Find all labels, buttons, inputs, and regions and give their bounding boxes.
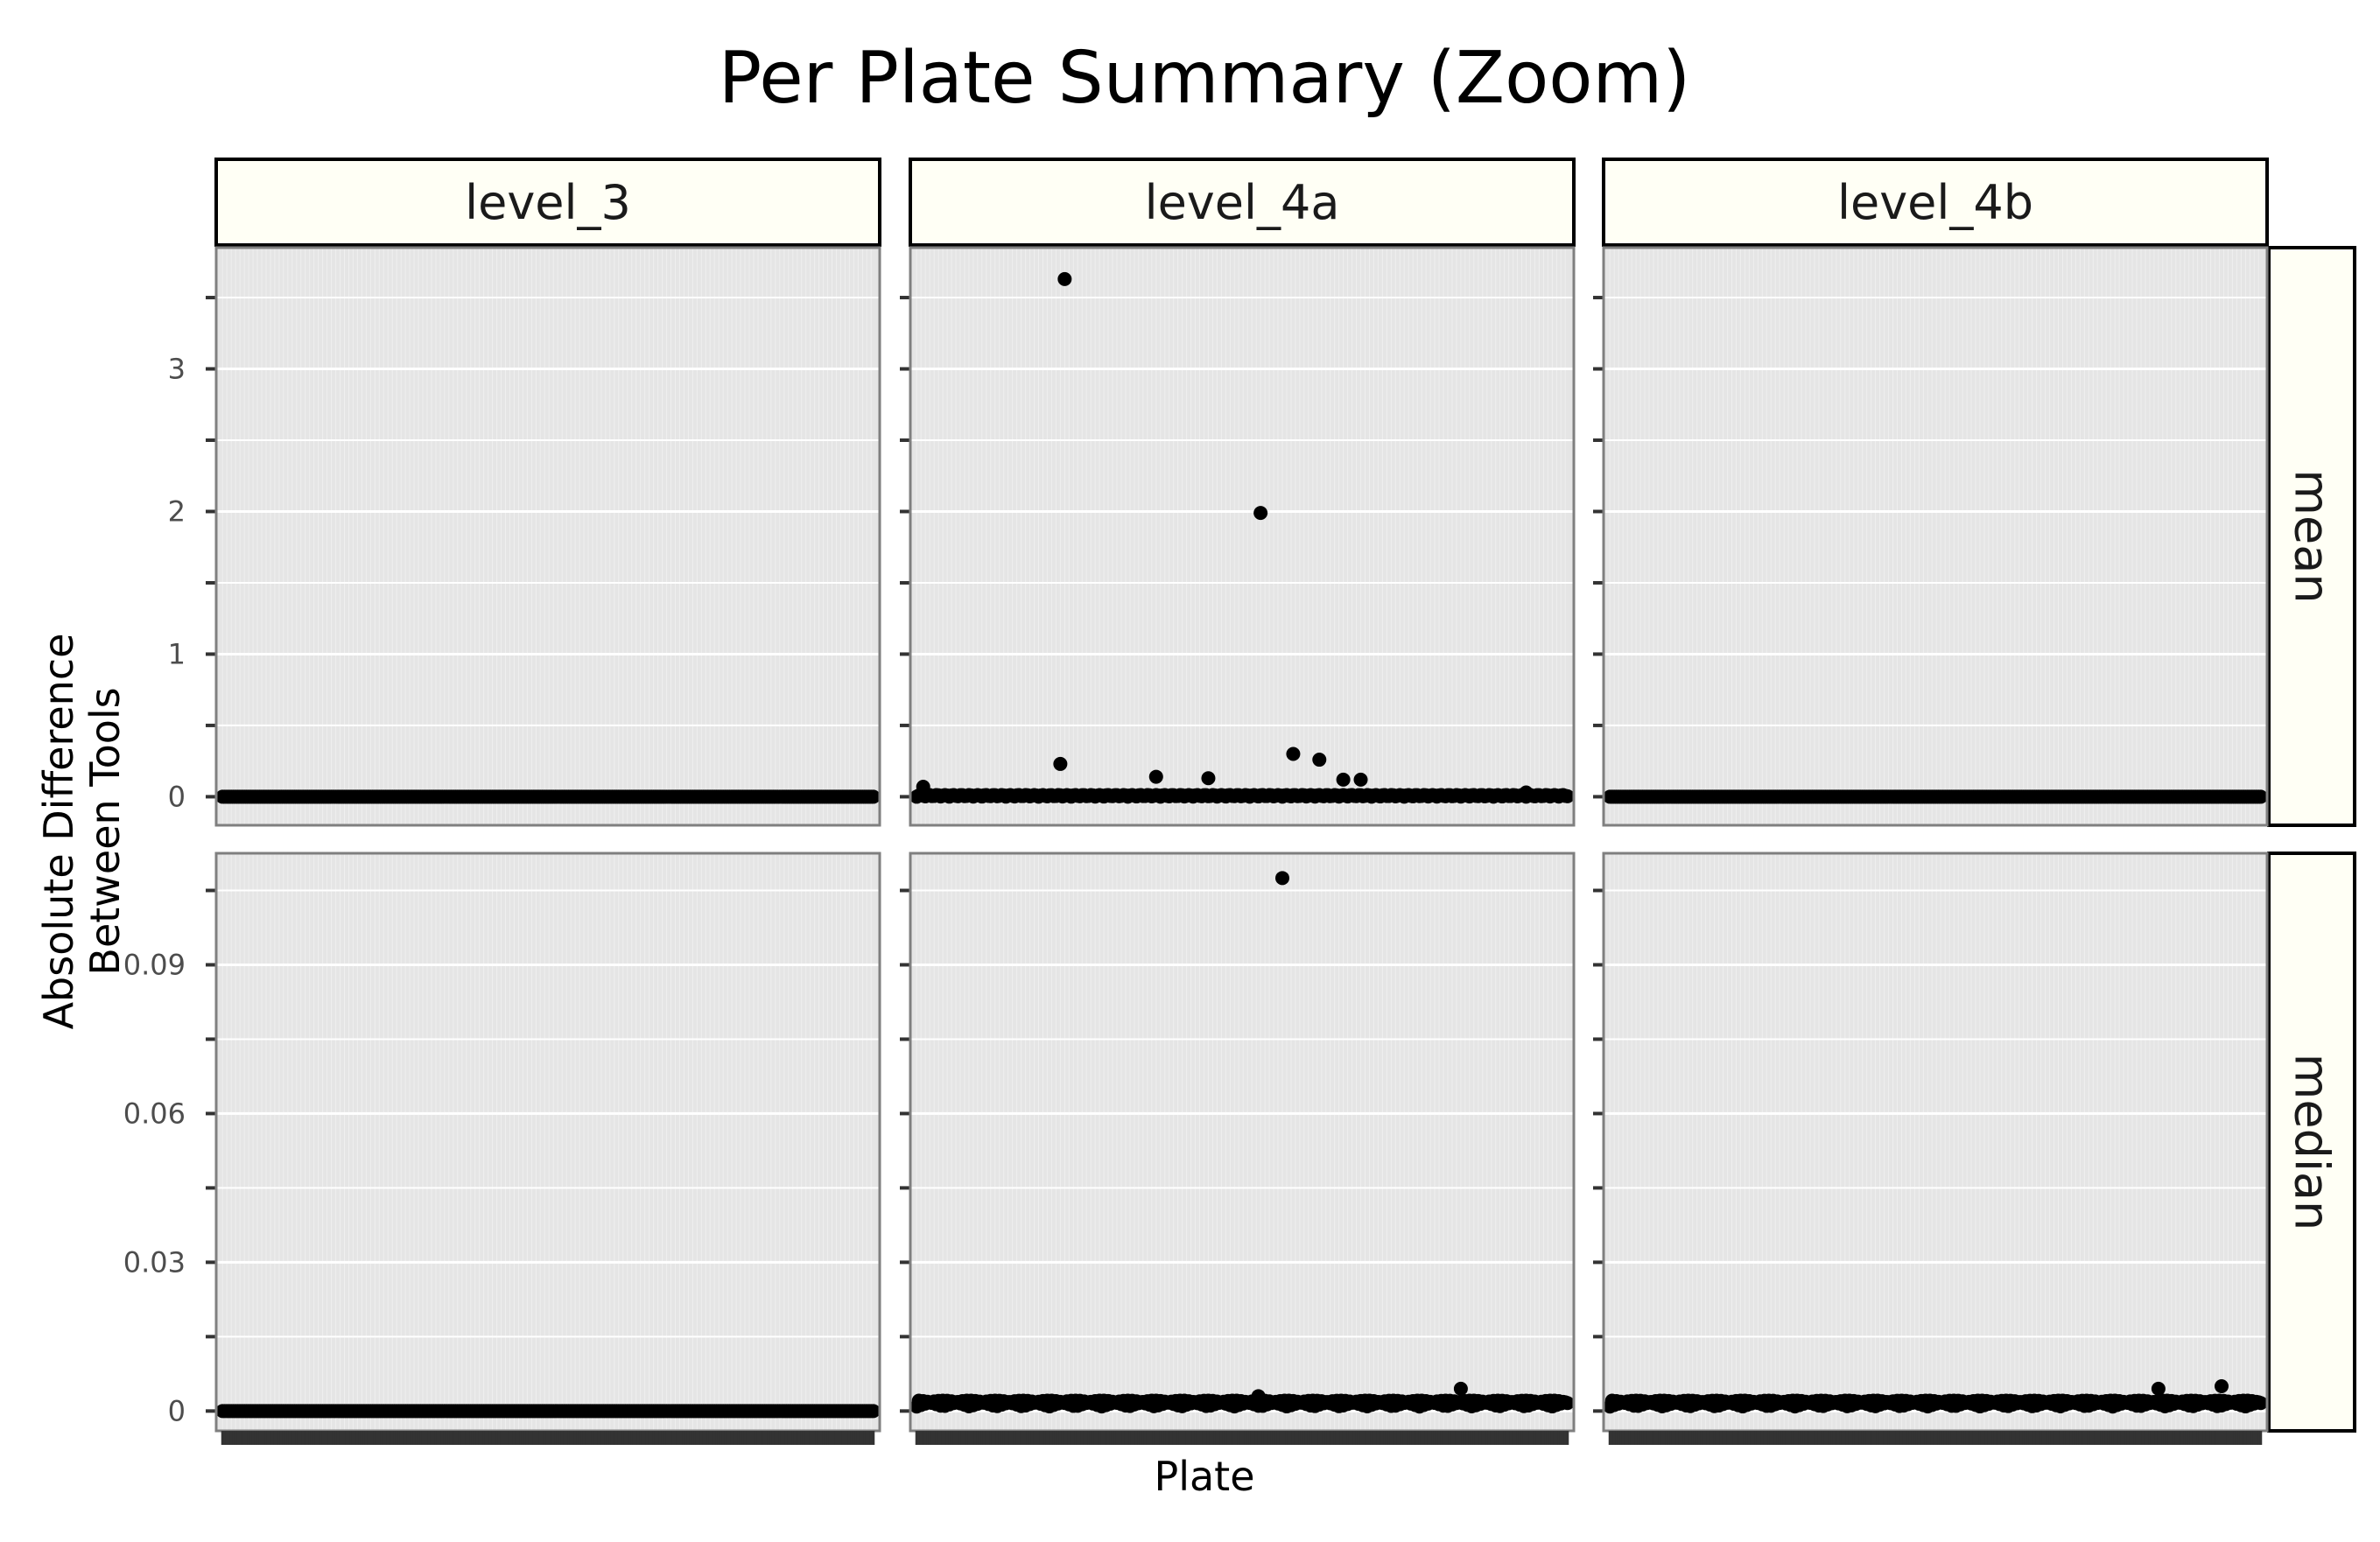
y-axis-title: Absolute Difference Between Tools: [35, 634, 129, 1030]
points-mean-level_4b: [1603, 789, 2268, 804]
panel-median-level_4a: [900, 852, 1576, 1445]
column-strip-level_3: [214, 158, 881, 247]
column-strip-level_4a: [909, 158, 1576, 247]
y-tick-label-median-0: 0: [168, 1394, 186, 1427]
data-point-outlier: [1053, 756, 1068, 771]
panel-median-level_3: [206, 852, 881, 1445]
panel-mean-level_4b: [1593, 246, 2269, 827]
data-point-outlier: [1286, 746, 1301, 761]
data-point: [1560, 789, 1575, 803]
points-median-level_4b: [1603, 1379, 2268, 1414]
x-ticks-level_4b: [1608, 1431, 2263, 1445]
panel-border-mean-level_4a: [909, 246, 1576, 827]
y-axis-title-line-1: Absolute Difference: [35, 634, 82, 1030]
row-strip-median: [2267, 852, 2356, 1433]
data-point-outlier: [916, 780, 930, 794]
vertical-gridlines-median-level_4a: [916, 853, 1566, 1431]
x-ticks-level_4a: [915, 1431, 1569, 1445]
data-point-outlier: [1353, 772, 1368, 787]
data-point-outlier: [2151, 1381, 2166, 1396]
data-point: [2253, 789, 2268, 804]
row-strip-mean: [2267, 246, 2356, 827]
y-tick-label-mean-0: 0: [168, 780, 186, 813]
panel-mean-level_4a: [900, 246, 1576, 827]
points-mean-level_4a: [909, 271, 1575, 804]
y-tick-label-mean-1: 1: [168, 637, 186, 670]
y-tick-label-median-2: 0.06: [123, 1097, 186, 1130]
chart-title: Per Plate Summary (Zoom): [719, 37, 1691, 120]
data-point-outlier: [1251, 1389, 1266, 1404]
points-median-level_3: [215, 1404, 881, 1419]
y-tick-label-median-1: 0.03: [123, 1245, 186, 1279]
data-point-outlier: [2214, 1379, 2229, 1394]
data-point-outlier: [1519, 785, 1534, 800]
vertical-gridlines-median-level_4b: [1609, 853, 2259, 1431]
vertical-gridlines-median-level_3: [221, 853, 872, 1431]
data-point-outlier: [1057, 271, 1072, 286]
data-point-outlier: [1453, 1381, 1468, 1396]
row-strip-label-mean: mean: [2285, 469, 2340, 603]
vertical-gridlines-mean-level_3: [221, 248, 872, 825]
column-strip-label-level_3: level_3: [465, 175, 631, 230]
data-point-outlier: [1312, 753, 1327, 767]
x-ticks-level_3: [221, 1431, 875, 1445]
data-point: [866, 1404, 881, 1419]
x-axis-title: Plate: [1154, 1453, 1254, 1500]
panel-border-mean-level_4b: [1602, 246, 2269, 827]
panel-median-level_4b: [1593, 852, 2269, 1445]
panel-border-mean-level_3: [214, 246, 881, 827]
points-median-level_4a: [909, 871, 1575, 1414]
panel-mean-level_3: [206, 246, 881, 827]
data-point: [2253, 1396, 2268, 1411]
column-strip-level_4b: [1602, 158, 2269, 247]
vertical-gridlines-mean-level_4b: [1609, 248, 2259, 825]
data-point-outlier: [1275, 871, 1290, 886]
column-strip-label-level_4a: level_4a: [1145, 175, 1340, 230]
y-tick-label-mean-2: 2: [168, 494, 186, 528]
vertical-gridlines-mean-level_4a: [916, 248, 1566, 825]
data-point-outlier: [1148, 769, 1163, 784]
data-point-outlier: [1201, 771, 1216, 786]
y-axis-title-line-2: Between Tools: [81, 687, 129, 975]
y-tick-label-median-3: 0.09: [123, 948, 186, 981]
data-point-outlier: [1336, 772, 1351, 787]
data-point-outlier: [1253, 506, 1268, 521]
row-strip-label-median: median: [2285, 1054, 2340, 1230]
data-point: [866, 789, 881, 804]
data-point: [1560, 1396, 1575, 1411]
y-tick-label-mean-3: 3: [168, 353, 186, 386]
column-strip-label-level_4b: level_4b: [1837, 175, 2033, 230]
points-mean-level_3: [215, 789, 881, 804]
